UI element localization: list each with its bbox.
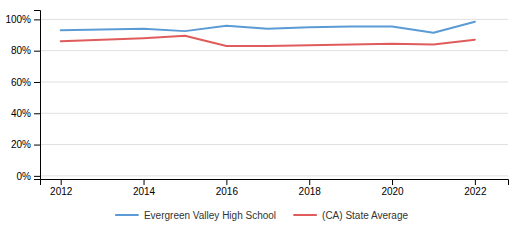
grid-line — [40, 19, 508, 20]
grid — [40, 19, 508, 175]
grid-line — [40, 81, 508, 82]
x-tick: 2014 — [133, 179, 156, 197]
y-tick-mark — [34, 82, 40, 83]
y-tick-mark — [34, 176, 40, 177]
y-axis-line — [34, 11, 41, 180]
y-tick-mark — [34, 113, 40, 114]
y-tick-label: 80% — [11, 45, 31, 56]
y-tick-label: 20% — [11, 139, 31, 150]
x-tick-label: 2018 — [299, 186, 322, 197]
x-tick-mark — [309, 179, 310, 185]
x-tick-mark — [475, 179, 476, 185]
y-tick-label: 60% — [11, 77, 31, 88]
grid-line — [40, 50, 508, 51]
y-tick: 100% — [5, 14, 40, 25]
x-axis-line — [41, 180, 509, 186]
plot-area — [61, 22, 475, 46]
y-tick-mark — [34, 19, 40, 20]
y-axis: 0% 20% 40% 60% 80% 100% — [5, 11, 40, 182]
chart: 2012 2014 2016 2018 2020 2022 0% 20% 40% 60% 80% 10… — [0, 0, 524, 229]
grid-line — [40, 175, 508, 176]
x-tick-label: 2016 — [216, 186, 239, 197]
y-tick-label: 0% — [17, 171, 32, 182]
legend: Evergreen Valley High School (CA) State A… — [116, 210, 409, 221]
y-tick-label: 40% — [11, 108, 31, 119]
legend-label: Evergreen Valley High School — [144, 210, 276, 221]
y-tick: 80% — [11, 45, 40, 56]
x-tick: 2018 — [299, 179, 322, 197]
x-tick-mark — [226, 179, 227, 185]
x-tick-mark — [144, 179, 145, 185]
x-tick-label: 2020 — [381, 186, 404, 197]
legend-swatch — [116, 214, 138, 216]
x-axis: 2012 2014 2016 2018 2020 2022 — [41, 179, 509, 197]
x-tick: 2020 — [381, 179, 404, 197]
y-tick-label: 100% — [5, 14, 31, 25]
y-tick: 0% — [17, 171, 40, 182]
x-tick-mark — [392, 179, 393, 185]
x-tick: 2022 — [464, 179, 487, 197]
series-line — [61, 36, 475, 46]
y-tick-mark — [34, 51, 40, 52]
legend-swatch — [294, 214, 316, 216]
legend-item: Evergreen Valley High School — [116, 210, 276, 221]
x-tick-label: 2014 — [133, 186, 156, 197]
y-tick: 60% — [11, 77, 40, 88]
y-tick: 20% — [11, 139, 40, 150]
x-tick-mark — [61, 179, 62, 185]
legend-label: (CA) State Average — [322, 210, 408, 221]
grid-line — [40, 113, 508, 114]
x-tick: 2016 — [216, 179, 239, 197]
x-tick: 2012 — [50, 179, 73, 197]
grid-line — [40, 144, 508, 145]
x-tick-label: 2022 — [464, 186, 487, 197]
y-tick: 40% — [11, 108, 40, 119]
series-line — [61, 22, 475, 33]
legend-item: (CA) State Average — [294, 210, 408, 221]
y-tick-mark — [34, 145, 40, 146]
x-tick-label: 2012 — [50, 186, 73, 197]
